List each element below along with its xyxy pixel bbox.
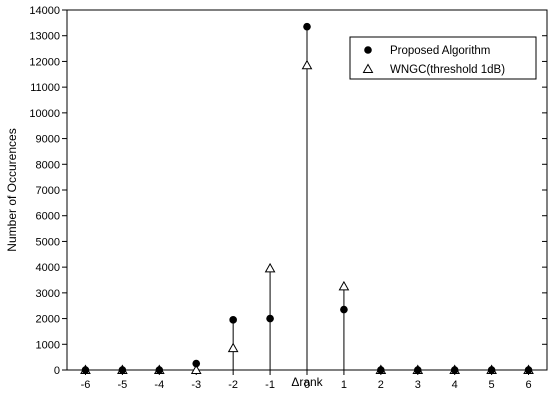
x-tick-label: -3: [191, 379, 201, 391]
proposed-circle-point: [81, 366, 90, 374]
wngc-triangle-point: [301, 59, 313, 70]
tick-labels: -6 -5 -4 -3 -2 -1 0 1 2 3 4 5 6 0 1000 2000 3000 4000 5000…: [29, 5, 531, 391]
y-tick-label: 0: [54, 365, 60, 377]
y-tick-label: 1000: [36, 339, 60, 351]
proposed-circle-point: [377, 366, 385, 374]
y-tick-label: 12000: [29, 56, 60, 68]
x-tick-label: -2: [228, 379, 238, 391]
y-tick-label: 13000: [29, 31, 60, 43]
proposed-circle-point: [340, 305, 348, 314]
wngc-triangle-point: [338, 280, 350, 291]
proposed-circle-point: [192, 359, 201, 368]
x-tick-label: -5: [117, 379, 127, 391]
x-tick-label: 4: [452, 379, 458, 391]
y-tick-label: 8000: [36, 159, 60, 171]
x-tick-label: 5: [489, 379, 495, 391]
x-tick-label: -1: [265, 379, 275, 391]
x-tick-label: 1: [341, 379, 347, 391]
y-tick-label: 5000: [36, 236, 60, 248]
proposed-circle-point: [303, 22, 311, 31]
legend-circle-icon: [364, 46, 372, 54]
y-tick-label: 2000: [36, 314, 60, 326]
legend-box: [349, 36, 537, 80]
x-tick-label: -4: [154, 379, 164, 391]
wngc-triangle-point: [264, 262, 276, 273]
y-tick-label: 3000: [36, 288, 60, 300]
proposed-circle-point: [266, 314, 274, 323]
proposed-circle-point: [413, 366, 422, 374]
proposed-circle-point: [487, 366, 496, 374]
legend: Proposed Algorithm WNGC(threshold 1dB): [349, 36, 537, 80]
proposed-circle-point: [229, 316, 237, 324]
y-tick-label: 9000: [36, 134, 60, 146]
legend-label-wngc: WNGC(threshold 1dB): [390, 64, 505, 76]
wngc-triangle-point: [227, 342, 239, 353]
markers: [80, 22, 534, 374]
x-tick-label: -6: [81, 379, 91, 391]
proposed-circle-point: [155, 366, 164, 374]
legend-triangle-icon: [362, 63, 374, 73]
wngc-triangle-point: [190, 364, 202, 374]
proposed-circle-point: [524, 366, 533, 374]
y-tick-label: 14000: [29, 5, 60, 17]
proposed-circle-point: [450, 366, 459, 374]
y-axis-title: Number of Occurences: [5, 128, 19, 251]
x-tick-label: 0: [304, 379, 310, 391]
x-tick-label: 2: [378, 379, 384, 391]
proposed-circle-point: [118, 366, 127, 374]
x-tick-label: 3: [415, 379, 421, 391]
legend-label-proposed: Proposed Algorithm: [390, 45, 490, 57]
x-tick-label: 6: [525, 379, 531, 391]
y-tick-label: 6000: [36, 211, 60, 223]
y-tick-label: 11000: [30, 82, 60, 94]
y-tick-label: 10000: [29, 108, 60, 120]
x-axis-title: Δrank: [291, 375, 323, 389]
y-tick-label: 7000: [36, 185, 60, 197]
y-tick-label: 4000: [36, 262, 60, 274]
